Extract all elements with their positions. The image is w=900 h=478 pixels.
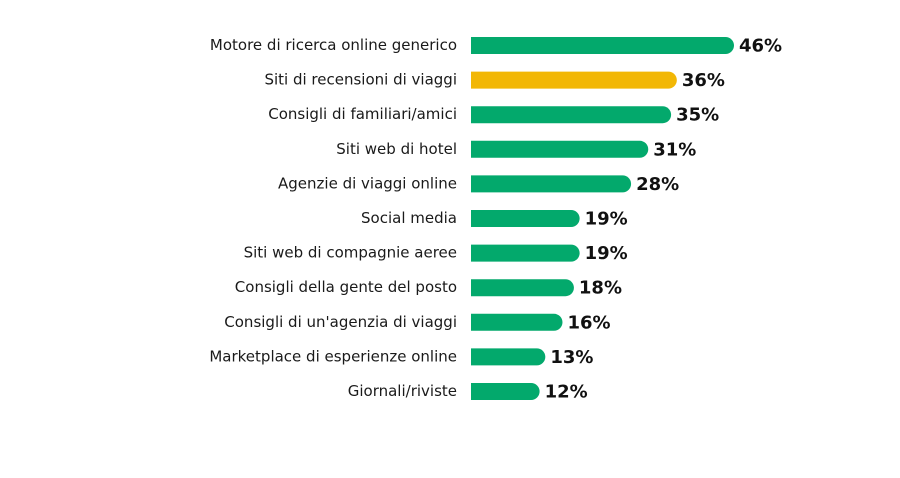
value-label: 19% — [585, 243, 628, 264]
bar — [471, 37, 734, 54]
bar — [471, 175, 632, 193]
category-label: Siti web di hotel — [336, 140, 457, 158]
value-label: 31% — [653, 139, 696, 160]
bar — [471, 383, 540, 400]
bar — [471, 210, 580, 227]
value-label: 28% — [636, 174, 679, 195]
category-label: Agenzie di viaggi online — [278, 174, 457, 192]
category-label: Siti di recensioni di viaggi — [264, 71, 457, 89]
value-label: 19% — [585, 209, 628, 230]
value-label: 36% — [682, 70, 725, 91]
category-label: Consigli della gente del posto — [235, 278, 457, 296]
category-label: Motore di ricerca online generico — [210, 36, 457, 54]
value-label: 12% — [545, 382, 588, 403]
category-label: Consigli di familiari/amici — [268, 105, 457, 123]
bar — [471, 313, 563, 331]
category-label: Social media — [361, 209, 457, 227]
value-label: 13% — [550, 347, 593, 368]
value-labels: 46% 36% 35% 31% 28% 19% 19% 18% 16% 13% 12% — [545, 36, 782, 403]
bar — [471, 140, 649, 158]
bars — [471, 37, 734, 400]
category-label: Siti web di compagnie aeree — [244, 244, 457, 262]
category-labels: Motore di ricerca online generico Siti di… — [209, 36, 457, 400]
category-label: Marketplace di esperienze online — [209, 347, 457, 365]
bar — [471, 106, 672, 124]
bar — [471, 71, 677, 89]
value-label: 16% — [567, 312, 610, 333]
value-label: 35% — [676, 105, 719, 126]
category-label: Giornali/riviste — [348, 382, 457, 400]
bar — [471, 279, 574, 297]
value-label: 18% — [579, 278, 622, 299]
bar — [471, 244, 580, 262]
bar — [471, 348, 546, 366]
category-label: Consigli di un'agenzia di viaggi — [224, 313, 457, 331]
value-label: 46% — [739, 36, 782, 57]
